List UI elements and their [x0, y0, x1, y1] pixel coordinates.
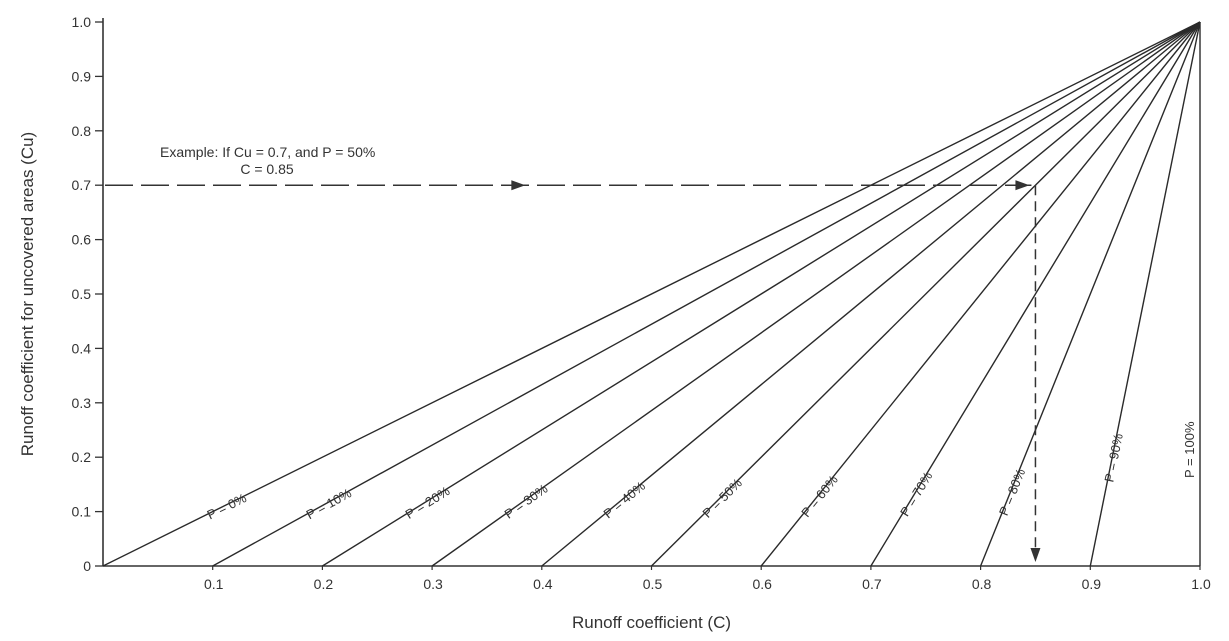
x-tick-label: 0.1 — [204, 576, 224, 592]
y-tick-label: 0.9 — [72, 68, 92, 84]
x-axis-title: Runoff coefficient (C) — [572, 613, 731, 632]
series-line — [651, 21, 1201, 567]
y-tick-label: 0.4 — [72, 340, 92, 356]
series-labels: P = 0% P = 10% P = 20% P = 30% P = 40% P = 50… — [205, 421, 1197, 522]
arrowhead-icon — [1015, 180, 1030, 191]
series-label: P = 90% — [1101, 432, 1126, 484]
x-tick-label: 0.4 — [533, 576, 553, 592]
series-line — [322, 21, 1201, 567]
series-line — [1089, 21, 1201, 567]
series-lines — [102, 21, 1201, 567]
example-text-line2: C = 0.85 — [240, 161, 294, 177]
series-label: P = 10% — [304, 485, 355, 522]
series-label: P = 50% — [699, 475, 745, 521]
series-label: P = 30% — [502, 481, 551, 522]
x-tick-label: 0.6 — [752, 576, 772, 592]
y-axis-title: Runoff coefficient for uncovered areas (… — [18, 132, 37, 456]
y-tick-label: 0.5 — [72, 286, 92, 302]
y-tick-label: 0.3 — [72, 395, 92, 411]
series-line — [870, 21, 1201, 567]
series-line — [979, 21, 1201, 567]
y-tick-label: 0.7 — [72, 177, 92, 193]
series-label: P = 0% — [205, 490, 250, 522]
y-tick-label: 0.6 — [72, 232, 92, 248]
x-tick-label: 0.7 — [862, 576, 882, 592]
x-tick-label: 0.9 — [1082, 576, 1102, 592]
y-tick-label: 0 — [83, 558, 91, 574]
x-tick-label: 0.8 — [972, 576, 992, 592]
y-tick-label: 0.8 — [72, 123, 92, 139]
series-label: P = 60% — [798, 472, 841, 520]
y-tick-label: 0.1 — [72, 504, 92, 520]
series-label: P = 20% — [403, 483, 453, 522]
x-tick-label: 0.3 — [423, 576, 443, 592]
y-tick-label: 1.0 — [72, 14, 92, 30]
x-tick-label: 0.5 — [643, 576, 663, 592]
series-line — [760, 21, 1201, 567]
series-line — [431, 21, 1201, 567]
example-annotation: Example: If Cu = 0.7, and P = 50%C = 0.8… — [105, 144, 1041, 562]
x-tick-label: 1.0 — [1191, 576, 1211, 592]
axes: 0 0.1 0.2 0.3 0.4 0.5 0.6 0.7 0.8 0.9 1.0 0.1 0.2 0.3… — [72, 14, 1211, 592]
series-label: P = 70% — [897, 469, 936, 519]
series-label: P = 100% — [1182, 421, 1197, 478]
series-line — [102, 21, 1201, 567]
x-tick-label: 0.2 — [314, 576, 334, 592]
example-text-line1: Example: If Cu = 0.7, and P = 50% — [160, 144, 375, 160]
series-line — [212, 21, 1201, 567]
arrowhead-icon — [1030, 548, 1041, 562]
arrowhead-icon — [511, 180, 526, 191]
y-tick-label: 0.2 — [72, 449, 92, 465]
series-label: P = 80% — [996, 466, 1029, 518]
series-line — [541, 21, 1201, 567]
series-label: P = 40% — [601, 478, 649, 521]
